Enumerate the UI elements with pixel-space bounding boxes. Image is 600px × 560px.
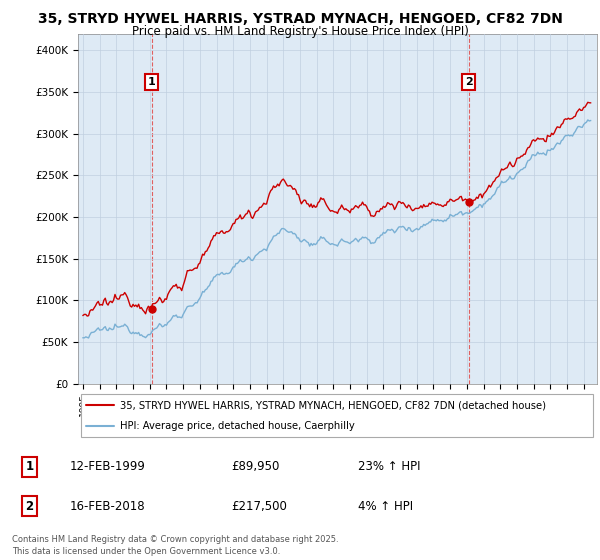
- Text: 35, STRYD HYWEL HARRIS, YSTRAD MYNACH, HENGOED, CF82 7DN: 35, STRYD HYWEL HARRIS, YSTRAD MYNACH, H…: [38, 12, 562, 26]
- Text: 1: 1: [25, 460, 34, 473]
- Text: 16-FEB-2018: 16-FEB-2018: [70, 500, 145, 512]
- Text: 12-FEB-1999: 12-FEB-1999: [70, 460, 145, 473]
- Text: Contains HM Land Registry data © Crown copyright and database right 2025.: Contains HM Land Registry data © Crown c…: [12, 535, 338, 544]
- Text: 1: 1: [148, 77, 155, 87]
- Text: £89,950: £89,950: [231, 460, 279, 473]
- Text: Price paid vs. HM Land Registry's House Price Index (HPI): Price paid vs. HM Land Registry's House …: [131, 25, 469, 38]
- Text: This data is licensed under the Open Government Licence v3.0.: This data is licensed under the Open Gov…: [12, 547, 280, 556]
- Text: £217,500: £217,500: [231, 500, 287, 512]
- FancyBboxPatch shape: [80, 394, 593, 437]
- Text: 35, STRYD HYWEL HARRIS, YSTRAD MYNACH, HENGOED, CF82 7DN (detached house): 35, STRYD HYWEL HARRIS, YSTRAD MYNACH, H…: [119, 400, 545, 410]
- Text: HPI: Average price, detached house, Caerphilly: HPI: Average price, detached house, Caer…: [119, 421, 354, 431]
- Text: 23% ↑ HPI: 23% ↑ HPI: [358, 460, 420, 473]
- Text: 2: 2: [25, 500, 34, 512]
- Text: 2: 2: [465, 77, 473, 87]
- Text: 4% ↑ HPI: 4% ↑ HPI: [358, 500, 413, 512]
